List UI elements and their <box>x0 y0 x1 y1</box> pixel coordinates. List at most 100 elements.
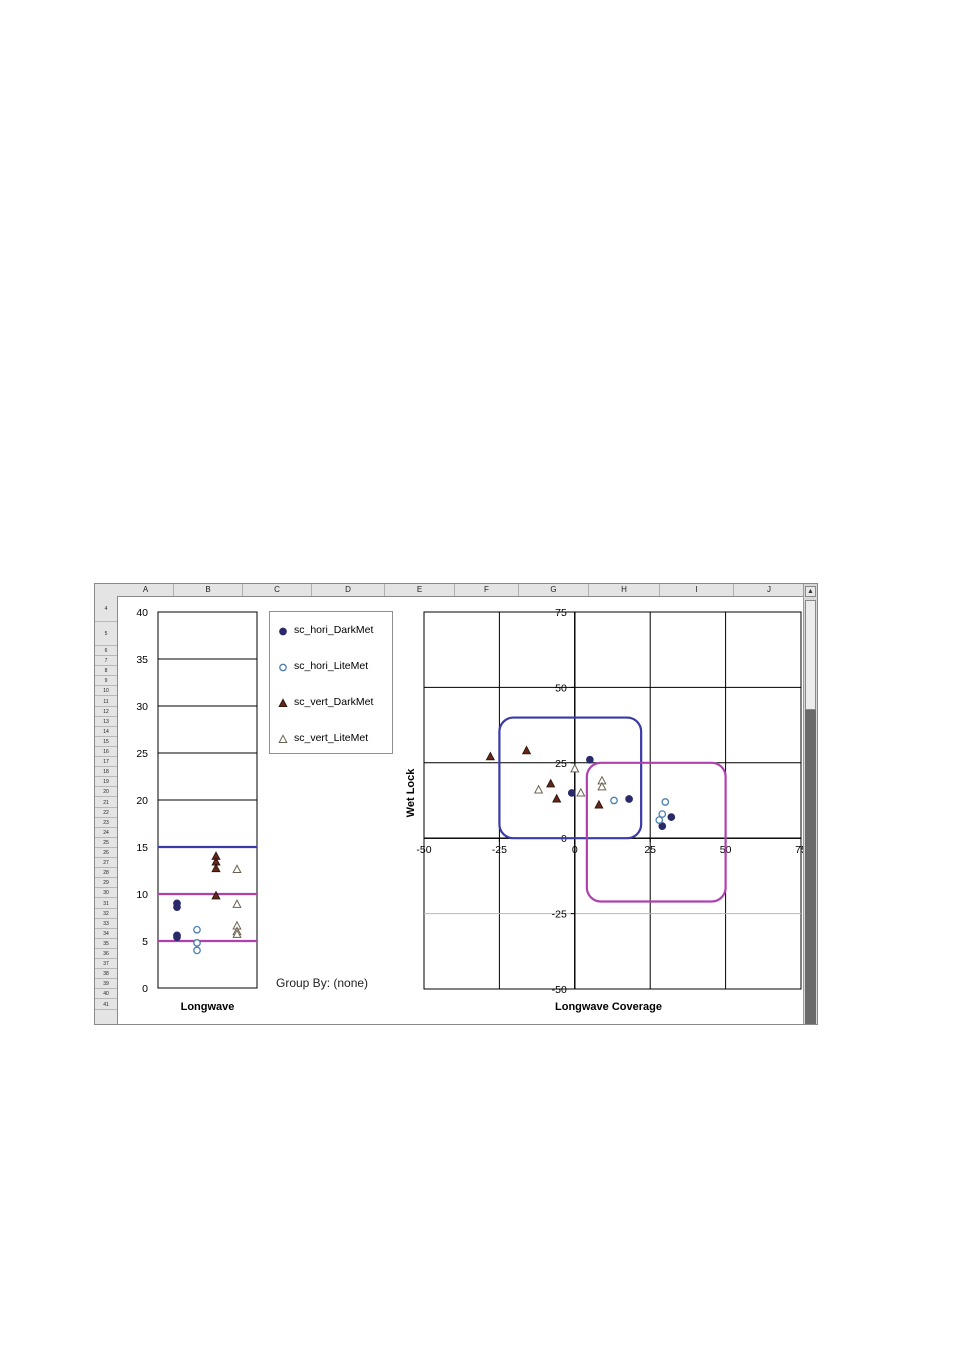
legend-label: sc_vert_LiteMet <box>294 732 369 744</box>
longwave-point-sc_vert_LiteMet <box>232 864 242 874</box>
coverage-x-axis-label: Longwave Coverage <box>555 1001 662 1013</box>
row-header-9[interactable]: 9 <box>95 676 117 687</box>
row-header-14[interactable]: 14 <box>95 727 117 737</box>
row-header-11[interactable]: 11 <box>95 697 117 707</box>
row-header-37[interactable]: 37 <box>95 959 117 970</box>
legend-marker-icon <box>278 734 288 743</box>
longwave-y-tick-label: 30 <box>136 701 148 713</box>
scrollbar-track[interactable] <box>805 710 816 1024</box>
row-header-28[interactable]: 28 <box>95 868 117 879</box>
coverage-y-tick-label: -50 <box>552 984 567 996</box>
column-header-d[interactable]: D <box>312 584 385 596</box>
legend-marker-icon <box>278 698 288 707</box>
longwave-y-tick-label: 5 <box>142 936 148 948</box>
scrollbar-thumb[interactable] <box>805 600 816 710</box>
row-header-5[interactable]: 5 <box>95 622 117 646</box>
row-header-4[interactable]: 4 <box>95 596 117 622</box>
row-header-21[interactable]: 21 <box>95 798 117 808</box>
row-header-39[interactable]: 39 <box>95 979 117 990</box>
column-header-j[interactable]: J <box>734 584 805 596</box>
coverage-point-sc_vert_LiteMet <box>533 784 544 794</box>
coverage-point-sc_hori_LiteMet <box>661 798 670 806</box>
coverage-point-sc_vert_DarkMet <box>552 793 562 803</box>
coverage-y-tick-label: 25 <box>555 758 567 770</box>
legend-marker-icon <box>279 663 287 672</box>
coverage-x-tick-label: 75 <box>795 844 805 856</box>
group-by-label: Group By: (none) <box>276 976 369 990</box>
coverage-x-tick-label: -50 <box>416 844 431 856</box>
coverage-point-sc_hori_DarkMet <box>658 822 667 830</box>
row-header-41[interactable]: 41 <box>95 1000 117 1010</box>
coverage-point-sc_hori_DarkMet <box>625 795 633 803</box>
longwave-y-tick-label: 20 <box>136 795 148 807</box>
row-header-26[interactable]: 26 <box>95 848 117 859</box>
row-header-25[interactable]: 25 <box>95 838 117 848</box>
coverage-point-sc_hori_LiteMet <box>655 816 664 824</box>
coverage-point-sc_hori_LiteMet <box>658 810 667 818</box>
row-header-27[interactable]: 27 <box>95 858 117 869</box>
column-header-g[interactable]: G <box>519 584 589 596</box>
coverage-point-sc_vert_LiteMet <box>576 787 586 797</box>
coverage-y-tick-label: 50 <box>555 682 567 694</box>
row-header-16[interactable]: 16 <box>95 747 117 758</box>
longwave-y-tick-label: 40 <box>136 607 148 619</box>
column-header-b[interactable]: B <box>174 584 243 596</box>
row-header-20[interactable]: 20 <box>95 787 117 798</box>
column-header-i[interactable]: I <box>660 584 734 596</box>
legend-marker-sc_vert_DarkMet <box>278 698 288 707</box>
row-header-24[interactable]: 24 <box>95 828 117 838</box>
column-header-a[interactable]: A <box>118 584 174 596</box>
row-header-7[interactable]: 7 <box>95 656 117 667</box>
row-header-10[interactable]: 10 <box>95 686 117 697</box>
chart-area: 0 5 10 15 20 25 30 35 40 Longwave -50 -25 0 25 50 75 -5… <box>136 607 805 1013</box>
column-header-f[interactable]: F <box>455 584 519 596</box>
row-header-19[interactable]: 19 <box>95 777 117 788</box>
longwave-point-sc_hori_DarkMet <box>173 903 181 912</box>
coverage-point-sc_vert_LiteMet <box>597 781 607 791</box>
longwave-y-tick-label: 25 <box>136 748 148 760</box>
coverage-y-tick-label: 75 <box>555 607 567 619</box>
scroll-up-arrow-icon[interactable]: ▲ <box>805 586 816 597</box>
longwave-chart: 0 5 10 15 20 25 30 35 40 Longwave <box>136 607 258 1013</box>
coverage-spec-region <box>498 716 643 840</box>
row-header-30[interactable]: 30 <box>95 888 117 899</box>
row-header-38[interactable]: 38 <box>95 969 117 980</box>
row-header-32[interactable]: 32 <box>95 909 117 919</box>
row-header-12[interactable]: 12 <box>95 707 117 717</box>
longwave-point-sc_vert_LiteMet <box>232 929 242 938</box>
row-header-13[interactable]: 13 <box>95 717 117 727</box>
row-header-36[interactable]: 36 <box>95 949 117 960</box>
longwave-y-tick-label: 35 <box>136 654 148 666</box>
row-header-31[interactable]: 31 <box>95 899 117 909</box>
row-header-15[interactable]: 15 <box>95 737 117 747</box>
row-header-29[interactable]: 29 <box>95 878 117 889</box>
column-header-h[interactable]: H <box>589 584 660 596</box>
legend-label: sc_vert_DarkMet <box>294 696 374 708</box>
coverage-x-tick-label: 25 <box>644 844 656 856</box>
row-header-33[interactable]: 33 <box>95 919 117 929</box>
row-header-6[interactable]: 6 <box>95 646 117 657</box>
row-header-17[interactable]: 17 <box>95 757 117 768</box>
longwave-x-axis-label: Longwave <box>181 1001 235 1013</box>
row-header-35[interactable]: 35 <box>95 939 117 949</box>
longwave-y-tick-label: 0 <box>142 983 148 995</box>
column-header-c[interactable]: C <box>243 584 312 596</box>
coverage-point-sc_hori_DarkMet <box>586 755 594 764</box>
coverage-y-axis-label: Wet Lock <box>405 768 417 818</box>
row-header-23[interactable]: 23 <box>95 818 117 828</box>
legend-marker-sc_hori_DarkMet <box>279 627 287 636</box>
row-header-22[interactable]: 22 <box>95 808 117 818</box>
coverage-point-sc_vert_DarkMet <box>594 799 604 809</box>
row-header-34[interactable]: 34 <box>95 929 117 939</box>
longwave-point-sc_hori_LiteMet <box>193 946 201 955</box>
row-header-8[interactable]: 8 <box>95 666 117 677</box>
longwave-point-sc_vert_DarkMet <box>211 863 221 873</box>
vertical-scrollbar[interactable]: ▲ <box>803 584 817 1024</box>
column-header-e[interactable]: E <box>385 584 455 596</box>
row-header-18[interactable]: 18 <box>95 767 117 778</box>
row-header-40[interactable]: 40 <box>95 989 117 1000</box>
coverage-point-sc_hori_LiteMet <box>610 796 618 805</box>
chart-legend: sc_hori_DarkMet sc_hori_LiteMet sc_vert_Da… <box>269 611 393 754</box>
